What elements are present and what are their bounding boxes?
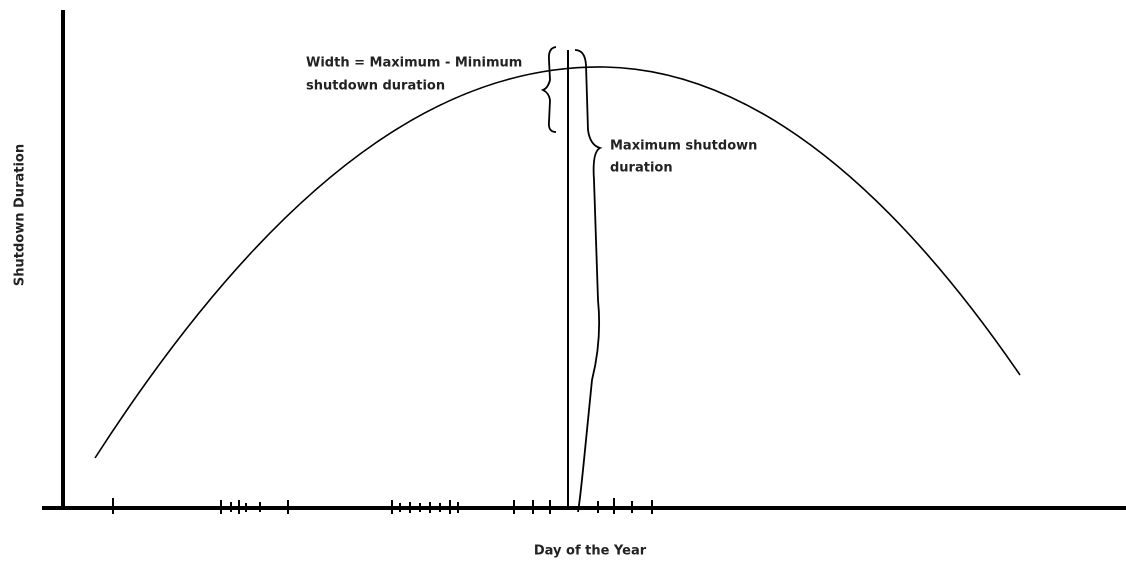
x-axis-label: Day of the Year [534, 544, 647, 559]
width-annotation-line2: shutdown duration [306, 79, 445, 94]
width-annotation-line1: Width = Maximum - Minimum [306, 56, 522, 71]
max-annotation-line1: Maximum shutdown [610, 139, 757, 154]
curve [94, 66, 1021, 459]
rug-ticks [112, 498, 653, 514]
y-axis-label: Shutdown Duration [13, 144, 28, 286]
width-brace [540, 46, 557, 133]
max-annotation-line2: duration [610, 161, 673, 176]
max-brace [574, 49, 603, 513]
